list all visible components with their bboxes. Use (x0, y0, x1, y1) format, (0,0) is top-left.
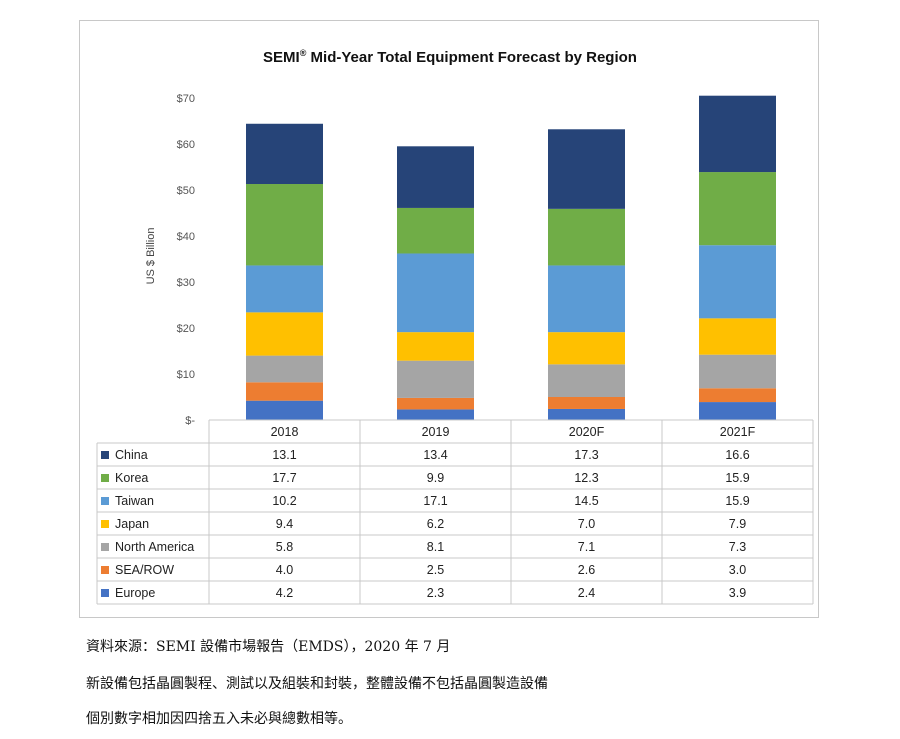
source-caption: 資料來源：SEMI 設備市場報告（EMDS），2020 年 7 月 (86, 639, 451, 655)
table-value-taiwan-2020f: 14.5 (574, 494, 598, 508)
y-tick-label: $20 (177, 323, 195, 335)
bar-segment-china-2018 (246, 123, 323, 185)
bar-segment-japan-2019 (397, 332, 474, 361)
legend-label-japan: Japan (115, 517, 149, 531)
table-header-2021f: 2021F (720, 425, 756, 439)
table-value-korea-2021f: 15.9 (725, 471, 749, 485)
y-tick-label: $60 (177, 139, 195, 151)
bar-segment-china-2021f (699, 95, 776, 173)
table-value-europe-2021f: 3.9 (729, 586, 746, 600)
legend-swatch-china (101, 451, 109, 459)
table-value-china-2021f: 16.6 (725, 448, 749, 462)
chart-title: SEMI® Mid-Year Total Equipment Forecast … (263, 48, 637, 66)
y-tick-label: $40 (177, 231, 195, 243)
bar-segment-china-2020f (548, 129, 625, 209)
legend-swatch-europe (101, 589, 109, 597)
stacked-bar-chart: $- $10 $20 $30 $40 $50 $60 $70 US $ Billion 2018 2… (96, 93, 814, 605)
table-value-china-2019: 13.4 (423, 448, 447, 462)
table-value-japan-2018: 9.4 (276, 517, 293, 531)
legend-label-north-america: North America (115, 540, 194, 554)
bar-segment-korea-2021f (699, 172, 776, 246)
bar-segment-north-america-2020f (548, 364, 625, 397)
table-value-north-america-2020f: 7.1 (578, 540, 595, 554)
table-value-north-america-2021f: 7.3 (729, 540, 746, 554)
y-tick-label: $70 (177, 93, 195, 105)
bar-segment-japan-2018 (246, 312, 323, 356)
legend-label-taiwan: Taiwan (115, 494, 154, 508)
bar-segment-sea-row-2019 (397, 397, 474, 410)
bar-segment-europe-2020f (548, 408, 625, 420)
table-value-korea-2018: 17.7 (272, 471, 296, 485)
table-value-korea-2020f: 12.3 (574, 471, 598, 485)
legend-label-china: China (115, 448, 148, 462)
table-value-north-america-2018: 5.8 (276, 540, 293, 554)
bar-segment-taiwan-2018 (246, 265, 323, 313)
y-tick-label: $- (185, 415, 195, 427)
bar-segment-korea-2019 (397, 207, 474, 254)
y-tick-label: $50 (177, 185, 195, 197)
table-value-europe-2020f: 2.4 (578, 586, 595, 600)
table-value-europe-2019: 2.3 (427, 586, 444, 600)
table-value-taiwan-2019: 17.1 (423, 494, 447, 508)
table-value-korea-2019: 9.9 (427, 471, 444, 485)
bar-segment-europe-2019 (397, 409, 474, 420)
bar-segment-europe-2021f (699, 402, 776, 420)
legend-label-sea-row: SEA/ROW (115, 563, 174, 577)
table-value-china-2018: 13.1 (272, 448, 296, 462)
table-value-north-america-2019: 8.1 (427, 540, 444, 554)
legend-swatch-japan (101, 520, 109, 528)
table-value-china-2020f: 17.3 (574, 448, 598, 462)
table-value-japan-2020f: 7.0 (578, 517, 595, 531)
note-caption-1: 新設備包括晶圓製程、測試以及組裝和封裝，整體設備不包括晶圓製造設備 (86, 676, 548, 692)
y-tick-label: $30 (177, 277, 195, 289)
bar-segment-taiwan-2020f (548, 265, 625, 333)
legend-label-europe: Europe (115, 586, 155, 600)
bar-segment-europe-2018 (246, 400, 323, 420)
bar-segment-north-america-2018 (246, 355, 323, 383)
bar-segment-north-america-2021f (699, 354, 776, 389)
y-tick-label: $10 (177, 369, 195, 381)
legend-swatch-taiwan (101, 497, 109, 505)
bar-segment-korea-2018 (246, 184, 323, 266)
table-value-sea-row-2021f: 3.0 (729, 563, 746, 577)
table-value-europe-2018: 4.2 (276, 586, 293, 600)
bar-segment-korea-2020f (548, 208, 625, 266)
bar-segment-japan-2021f (699, 318, 776, 355)
bar-segment-china-2019 (397, 146, 474, 208)
table-value-taiwan-2018: 10.2 (272, 494, 296, 508)
table-value-japan-2021f: 7.9 (729, 517, 746, 531)
bar-segment-sea-row-2020f (548, 397, 625, 409)
legend-label-korea: Korea (115, 471, 148, 485)
table-value-taiwan-2021f: 15.9 (725, 494, 749, 508)
table-value-sea-row-2018: 4.0 (276, 563, 293, 577)
legend-swatch-sea-row (101, 566, 109, 574)
table-value-sea-row-2019: 2.5 (427, 563, 444, 577)
bar-segment-taiwan-2019 (397, 253, 474, 333)
table-value-japan-2019: 6.2 (427, 517, 444, 531)
table-value-sea-row-2020f: 2.6 (578, 563, 595, 577)
note-caption-2: 個別數字相加因四捨五入未必與總數相等。 (86, 711, 352, 727)
table-header-2019: 2019 (422, 425, 450, 439)
bar-segment-taiwan-2021f (699, 245, 776, 319)
bar-segment-japan-2020f (548, 332, 625, 365)
bar-segment-north-america-2019 (397, 360, 474, 398)
legend-swatch-korea (101, 474, 109, 482)
bar-segment-sea-row-2021f (699, 388, 776, 403)
y-axis-label: US $ Billion (145, 228, 157, 285)
table-header-2018: 2018 (271, 425, 299, 439)
bar-segment-sea-row-2018 (246, 382, 323, 401)
legend-swatch-north-america (101, 543, 109, 551)
table-header-2020f: 2020F (569, 425, 605, 439)
chart-frame: SEMI® Mid-Year Total Equipment Forecast … (79, 20, 819, 618)
